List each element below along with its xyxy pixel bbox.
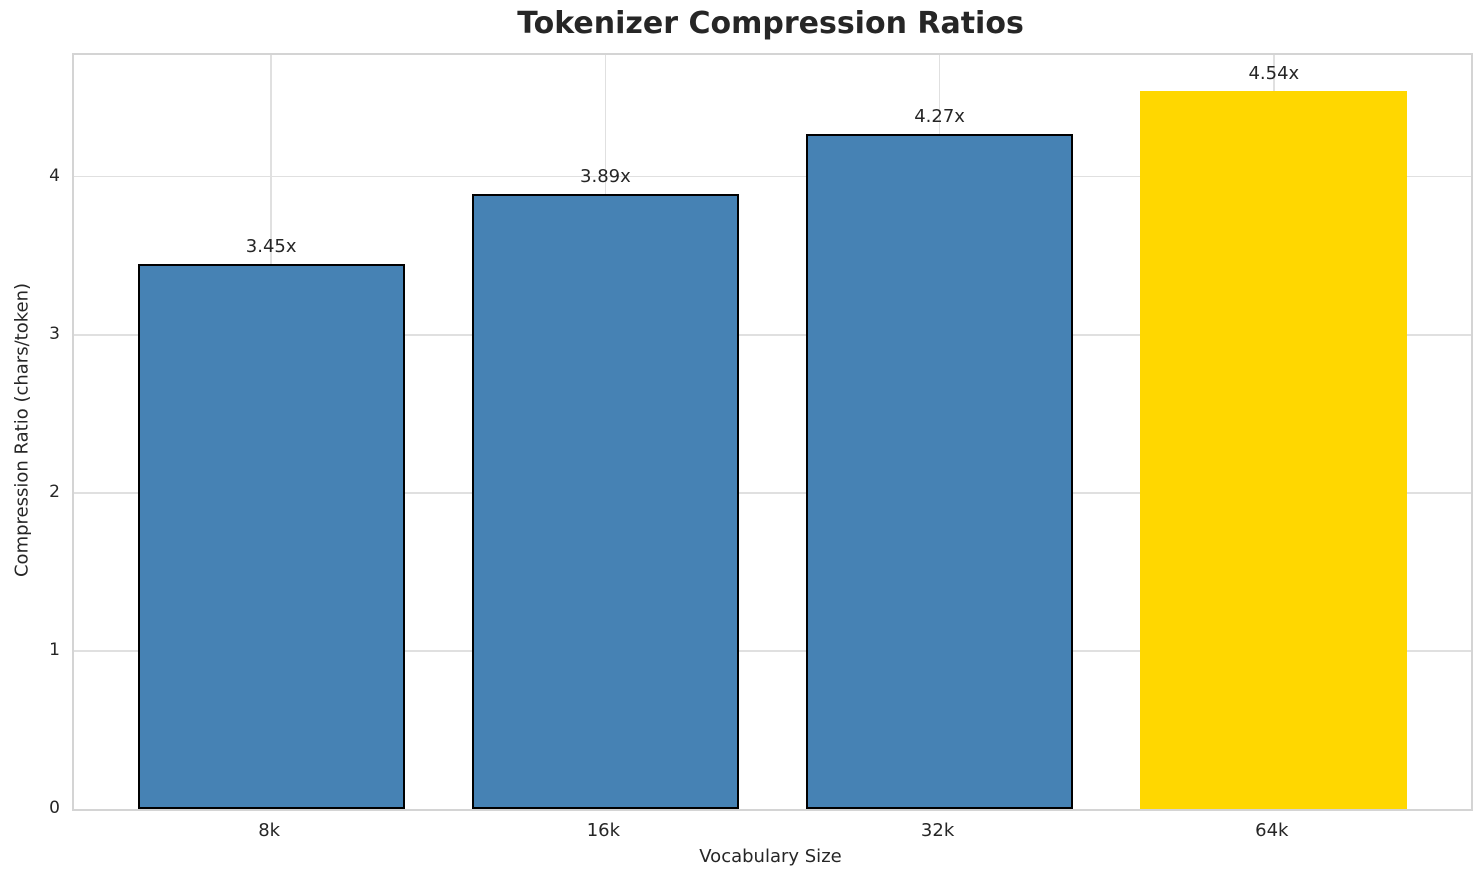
h-gridline: [74, 492, 1471, 494]
h-gridline: [74, 175, 1471, 178]
bar-value-label: 4.54x: [1248, 63, 1300, 85]
h-gridline: [74, 334, 1471, 336]
y-tick-label: 3: [49, 323, 60, 344]
bar-32k: [805, 134, 1074, 809]
bar-64k: [1140, 91, 1408, 809]
y-tick-label: 0: [49, 798, 60, 818]
bar-8k: [137, 263, 405, 809]
x-tick-label: 64k: [1255, 820, 1289, 841]
x-tick-label: 8k: [258, 820, 281, 841]
x-axis-label: Vocabulary Size: [699, 846, 842, 867]
plot-area: 3.45x 3.89x 4.27x 4.54x: [72, 53, 1473, 811]
h-gridline: [74, 650, 1471, 652]
bar-value-label: 4.27x: [914, 106, 965, 128]
y-tick-label: 4: [49, 165, 60, 186]
x-tick-label: 32k: [920, 820, 955, 841]
y-tick-label: 2: [49, 481, 60, 502]
bar-value-label: 3.89x: [580, 166, 631, 188]
bar-value-label: 3.45x: [245, 235, 297, 257]
chart-title: Tokenizer Compression Ratios: [517, 6, 1024, 41]
x-tick-label: 16k: [586, 820, 621, 841]
bar-16k: [471, 194, 740, 809]
y-tick-label: 1: [49, 639, 60, 660]
